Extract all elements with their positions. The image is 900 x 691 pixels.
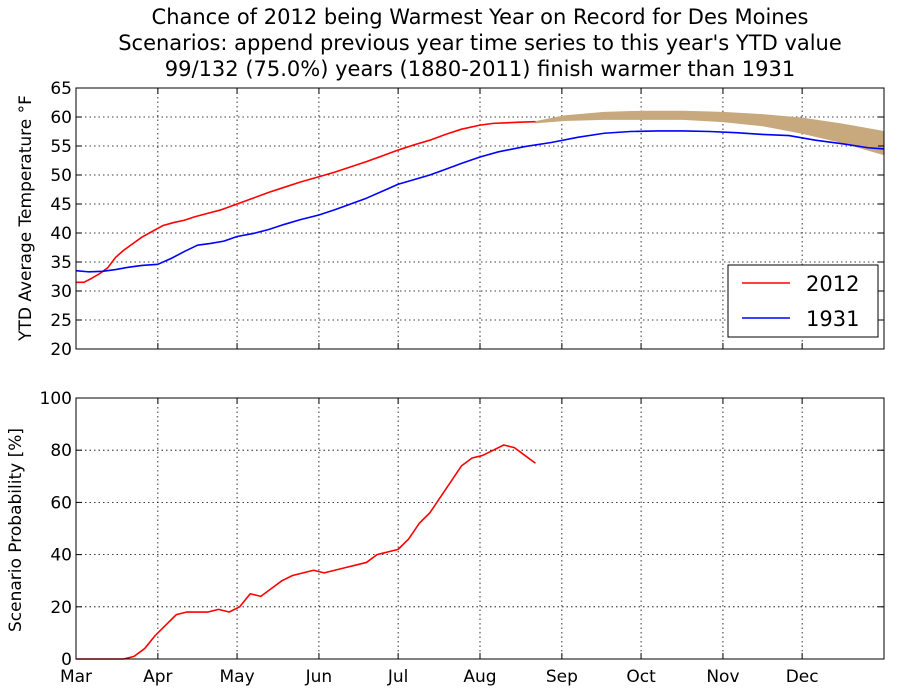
legend-box <box>727 264 879 338</box>
y-tick-label: 20 <box>50 598 72 618</box>
x-tick-label-oct: Oct <box>626 667 656 687</box>
scenario-band-area <box>534 110 885 156</box>
x-tick-label-apr: Apr <box>143 667 172 687</box>
y-tick-label: 80 <box>50 441 72 461</box>
probability-series <box>76 444 536 660</box>
y-tick-label: 50 <box>50 166 72 186</box>
x-tick-label-mar: Mar <box>60 667 92 687</box>
probability-grid <box>76 398 884 659</box>
temperature-series <box>75 120 885 284</box>
legend-label-1931: 1931 <box>806 307 859 331</box>
temperature-y-ticks: 20 25 30 35 40 45 50 55 60 65 <box>50 79 884 360</box>
probability-y-ticks: 0 20 40 60 80 100 <box>40 389 884 670</box>
series-line-p1-0 <box>76 444 536 660</box>
legend-label-2012: 2012 <box>806 272 859 296</box>
x-tick-label-may: May <box>219 667 254 687</box>
title-line-3: 99/132 (75.0%) years (1880-2011) finish … <box>165 57 795 81</box>
y-tick-label: 100 <box>40 389 72 409</box>
temperature-grid <box>76 88 884 349</box>
probability-y-axis-label: Scenario Probability [%] <box>6 428 26 632</box>
y-tick-label: 40 <box>50 224 72 244</box>
y-tick-label: 30 <box>50 282 72 302</box>
probability-panel: 0 20 40 60 80 100 Mar Apr May Jun Jul Aug Sep Oct Nov… <box>6 389 885 687</box>
y-tick-label: 35 <box>50 253 72 273</box>
x-tick-label-dec: Dec <box>786 667 819 687</box>
chart-title: Chance of 2012 being Warmest Year on Rec… <box>118 5 842 81</box>
y-tick-label: 55 <box>50 137 72 157</box>
temperature-y-axis-label: YTD Average Temperature °F <box>16 95 36 342</box>
title-line-2: Scenarios: append previous year time ser… <box>118 31 842 55</box>
y-tick-label: 40 <box>50 546 72 566</box>
scenario-band <box>534 110 885 156</box>
x-tick-label-sep: Sep <box>546 667 578 687</box>
y-tick-label: 60 <box>50 493 72 513</box>
series-line-2012 <box>76 120 536 284</box>
temperature-panel: 20 25 30 35 40 45 50 55 60 65 YTD Average Tempera… <box>16 79 885 360</box>
legend: 2012 1931 <box>727 264 879 338</box>
x-tick-label-aug: Aug <box>463 667 496 687</box>
x-tick-label-jun: Jun <box>305 667 333 687</box>
month-x-ticks: Mar Apr May Jun Jul Aug Sep Oct Nov Dec <box>60 667 819 687</box>
y-tick-label: 25 <box>50 311 72 331</box>
y-tick-label: 65 <box>50 79 72 99</box>
y-tick-label: 45 <box>50 195 72 215</box>
series-line-1931 <box>75 130 885 273</box>
y-tick-label: 20 <box>50 340 72 360</box>
y-tick-label: 0 <box>61 650 72 670</box>
y-tick-label: 60 <box>50 108 72 128</box>
x-tick-label-jul: Jul <box>387 667 409 687</box>
title-line-1: Chance of 2012 being Warmest Year on Rec… <box>152 5 809 29</box>
x-tick-label-nov: Nov <box>706 667 739 687</box>
